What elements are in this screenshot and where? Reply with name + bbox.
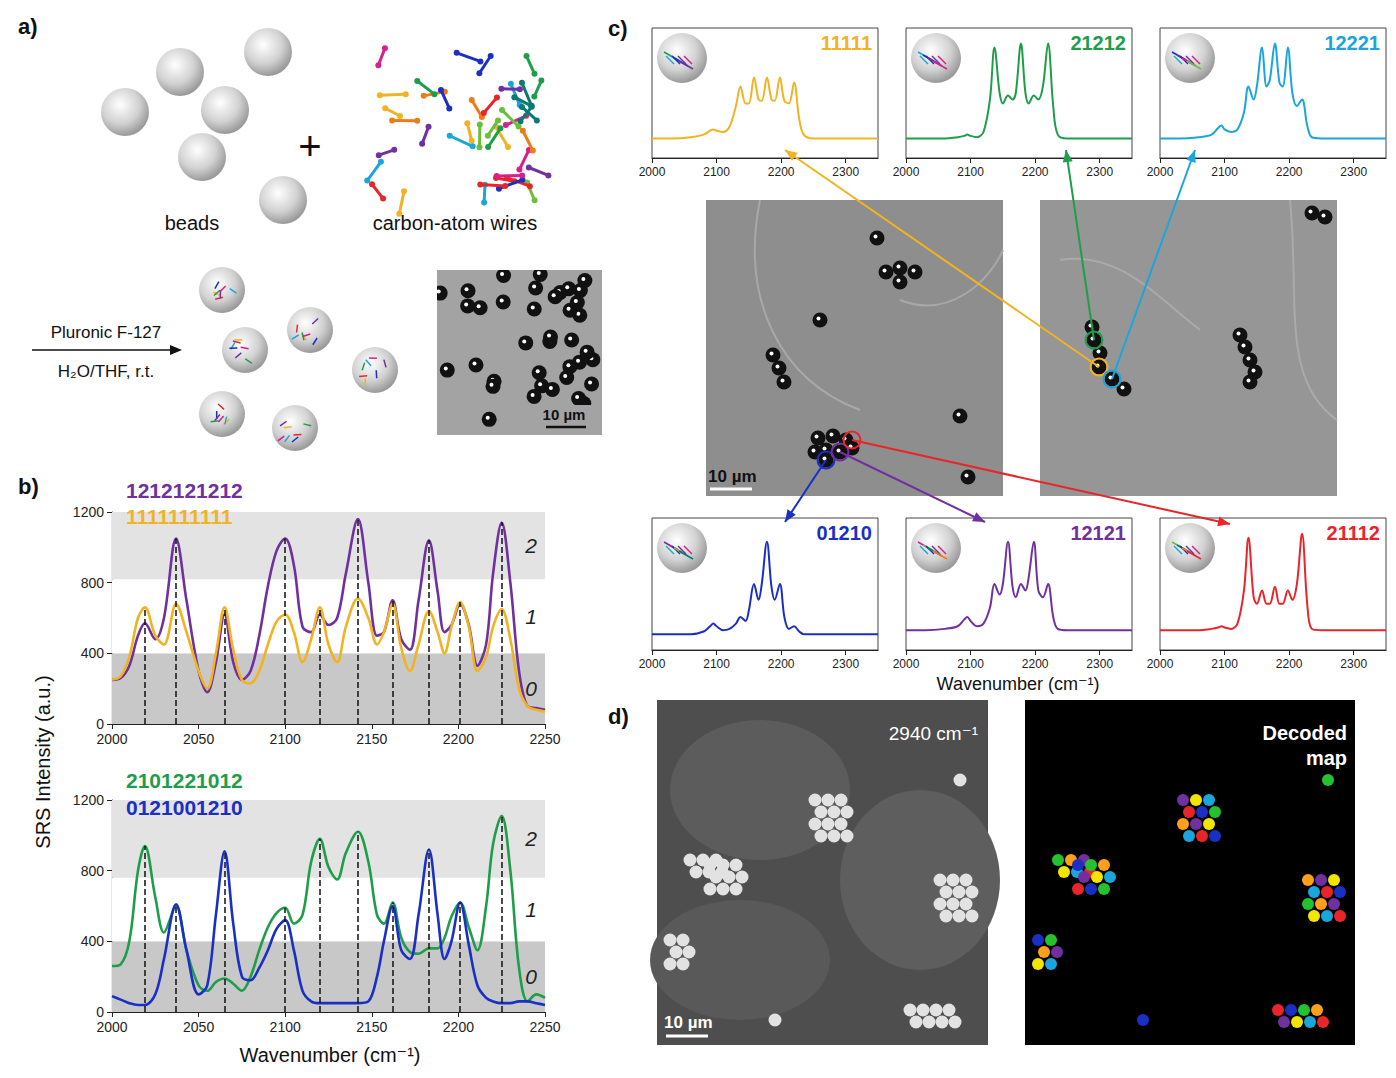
svg-text:H₂O/THF, r.t.: H₂O/THF, r.t. — [58, 362, 154, 381]
svg-text:2000: 2000 — [893, 165, 920, 179]
svg-text:2200: 2200 — [768, 657, 795, 671]
svg-text:2000: 2000 — [893, 657, 920, 671]
svg-text:2000: 2000 — [639, 165, 666, 179]
svg-text:1212121212: 1212121212 — [126, 479, 243, 502]
svg-text:1111111111: 1111111111 — [126, 505, 233, 528]
svg-text:1200: 1200 — [73, 792, 104, 808]
svg-text:2250: 2250 — [529, 1019, 560, 1035]
svg-text:2000: 2000 — [1147, 165, 1174, 179]
svg-text:2200: 2200 — [1276, 657, 1303, 671]
svg-text:2000: 2000 — [639, 657, 666, 671]
svg-text:carbon-atom wires: carbon-atom wires — [373, 212, 538, 234]
svg-text:0: 0 — [525, 965, 537, 988]
svg-text:10 µm: 10 µm — [708, 467, 757, 486]
svg-text:Pluronic F-127: Pluronic F-127 — [51, 323, 162, 342]
svg-text:0: 0 — [96, 1004, 104, 1020]
svg-text:2150: 2150 — [356, 731, 387, 747]
svg-text:2150: 2150 — [356, 1019, 387, 1035]
svg-text:2: 2 — [524, 534, 537, 557]
svg-text:21112: 21112 — [1327, 522, 1380, 544]
svg-text:2100: 2100 — [957, 165, 984, 179]
svg-text:2100: 2100 — [703, 165, 730, 179]
svg-text:400: 400 — [81, 933, 105, 949]
svg-text:SRS Intensity (a.u.): SRS Intensity (a.u.) — [32, 675, 54, 848]
svg-text:2300: 2300 — [1086, 657, 1113, 671]
svg-text:2200: 2200 — [443, 731, 474, 747]
svg-text:2000: 2000 — [96, 731, 127, 747]
svg-text:2300: 2300 — [832, 657, 859, 671]
svg-text:0: 0 — [96, 716, 104, 732]
svg-text:2200: 2200 — [443, 1019, 474, 1035]
svg-text:2300: 2300 — [1340, 657, 1367, 671]
svg-text:2100: 2100 — [270, 731, 301, 747]
svg-text:21212: 21212 — [1070, 32, 1126, 54]
svg-text:10 µm: 10 µm — [543, 406, 586, 423]
svg-text:a): a) — [18, 14, 38, 39]
svg-text:2050: 2050 — [183, 1019, 214, 1035]
svg-text:2200: 2200 — [1022, 657, 1049, 671]
svg-text:12221: 12221 — [1324, 32, 1380, 54]
svg-text:beads: beads — [165, 212, 220, 234]
svg-text:12121: 12121 — [1070, 522, 1126, 544]
svg-text:1: 1 — [525, 605, 537, 628]
svg-text:1: 1 — [525, 898, 537, 921]
svg-text:2300: 2300 — [1086, 165, 1113, 179]
svg-text:2100: 2100 — [957, 657, 984, 671]
svg-text:2250: 2250 — [529, 731, 560, 747]
svg-text:2101221012: 2101221012 — [126, 769, 243, 792]
svg-text:2100: 2100 — [703, 657, 730, 671]
svg-text:b): b) — [18, 474, 39, 499]
svg-text:2050: 2050 — [183, 731, 214, 747]
svg-text:2200: 2200 — [768, 165, 795, 179]
svg-text:1200: 1200 — [73, 504, 104, 520]
svg-text:+: + — [298, 124, 321, 168]
svg-text:2200: 2200 — [1022, 165, 1049, 179]
svg-text:2200: 2200 — [1276, 165, 1303, 179]
svg-text:0121001210: 0121001210 — [126, 796, 243, 819]
svg-text:2100: 2100 — [270, 1019, 301, 1035]
svg-text:map: map — [1306, 747, 1347, 769]
svg-text:2000: 2000 — [1147, 657, 1174, 671]
svg-text:10 µm: 10 µm — [664, 1013, 713, 1032]
svg-text:01210: 01210 — [816, 522, 872, 544]
svg-text:2300: 2300 — [1340, 165, 1367, 179]
svg-text:Decoded: Decoded — [1263, 722, 1347, 744]
svg-text:d): d) — [608, 704, 629, 729]
svg-text:0: 0 — [525, 677, 537, 700]
svg-text:2940 cm⁻¹: 2940 cm⁻¹ — [889, 723, 978, 744]
svg-text:2: 2 — [524, 827, 537, 850]
svg-text:400: 400 — [81, 645, 105, 661]
svg-text:2100: 2100 — [1211, 165, 1238, 179]
svg-text:c): c) — [608, 16, 628, 41]
svg-text:2100: 2100 — [1211, 657, 1238, 671]
svg-text:2000: 2000 — [96, 1019, 127, 1035]
svg-text:2300: 2300 — [832, 165, 859, 179]
svg-text:Wavenumber (cm⁻¹): Wavenumber (cm⁻¹) — [937, 674, 1100, 694]
svg-text:11111: 11111 — [821, 32, 872, 54]
svg-text:800: 800 — [81, 863, 105, 879]
svg-text:Wavenumber (cm⁻¹): Wavenumber (cm⁻¹) — [240, 1044, 421, 1066]
svg-text:800: 800 — [81, 575, 105, 591]
